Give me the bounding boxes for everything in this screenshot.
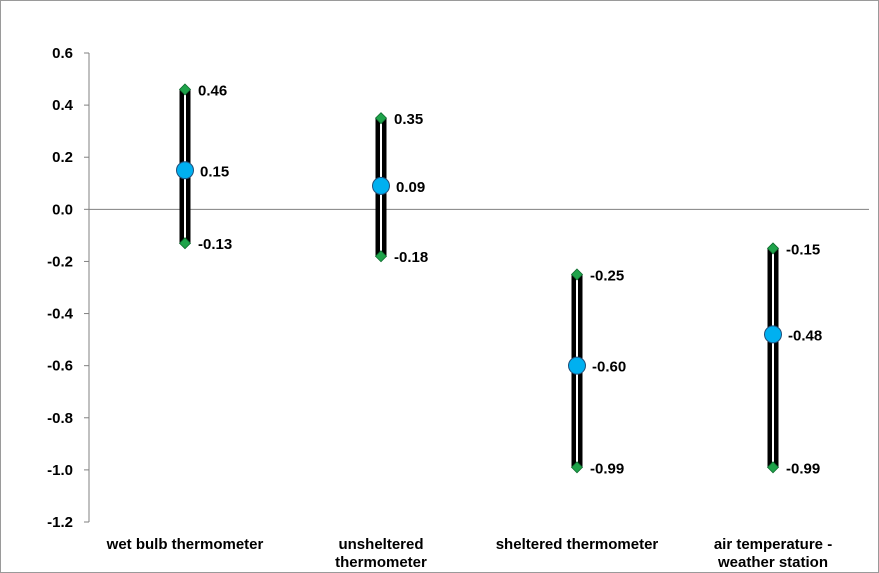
y-tick-label: -0.6: [47, 358, 73, 375]
low-marker: [178, 237, 192, 250]
y-tick-label: -1.0: [47, 462, 73, 479]
high-marker: [570, 268, 584, 281]
low-marker: [374, 250, 388, 263]
mean-marker: [372, 176, 390, 195]
category-label-line: weather station: [717, 554, 828, 571]
y-tick-label: 0.0: [52, 201, 73, 218]
high-marker: [766, 242, 780, 255]
category-label: air temperature -weather station: [714, 536, 832, 571]
category-label-line: thermometer: [335, 554, 427, 571]
high-value-label: 0.46: [198, 82, 227, 99]
mean-value-label: 0.09: [396, 179, 425, 196]
high-marker: [178, 83, 192, 96]
mean-value-label: -0.48: [788, 327, 822, 344]
low-marker: [766, 461, 780, 474]
y-tick-label: 0.2: [52, 149, 73, 166]
high-value-label: -0.25: [590, 267, 624, 284]
high-marker: [374, 112, 388, 125]
category-label: wet bulb thermometer: [106, 536, 264, 553]
low-value-label: -0.99: [590, 460, 624, 477]
low-value-label: -0.18: [394, 249, 428, 266]
mean-marker: [764, 325, 782, 344]
low-value-label: -0.99: [786, 460, 820, 477]
mean-value-label: -0.60: [592, 359, 626, 376]
y-tick-label: -0.2: [47, 253, 73, 270]
y-tick-label: -0.8: [47, 410, 73, 427]
y-tick-label: 0.4: [52, 97, 74, 114]
category-label-line: air temperature -: [714, 536, 832, 553]
mean-marker: [176, 161, 194, 180]
low-marker: [570, 461, 584, 474]
category-label-line: wet bulb thermometer: [106, 536, 264, 553]
category-label-line: unsheltered: [338, 536, 423, 553]
category-label: unsheltered thermometer: [335, 536, 427, 571]
y-tick-label: -0.4: [47, 306, 74, 323]
category-label-line: sheltered thermometer: [496, 536, 659, 553]
y-tick-label: -1.2: [47, 514, 73, 531]
category-label: sheltered thermometer: [496, 536, 659, 553]
y-tick-label: 0.6: [52, 45, 73, 62]
high-value-label: 0.35: [394, 111, 423, 128]
mean-marker: [568, 356, 586, 375]
low-value-label: -0.13: [198, 236, 232, 253]
mean-value-label: 0.15: [200, 163, 229, 180]
high-value-label: -0.15: [786, 241, 820, 258]
